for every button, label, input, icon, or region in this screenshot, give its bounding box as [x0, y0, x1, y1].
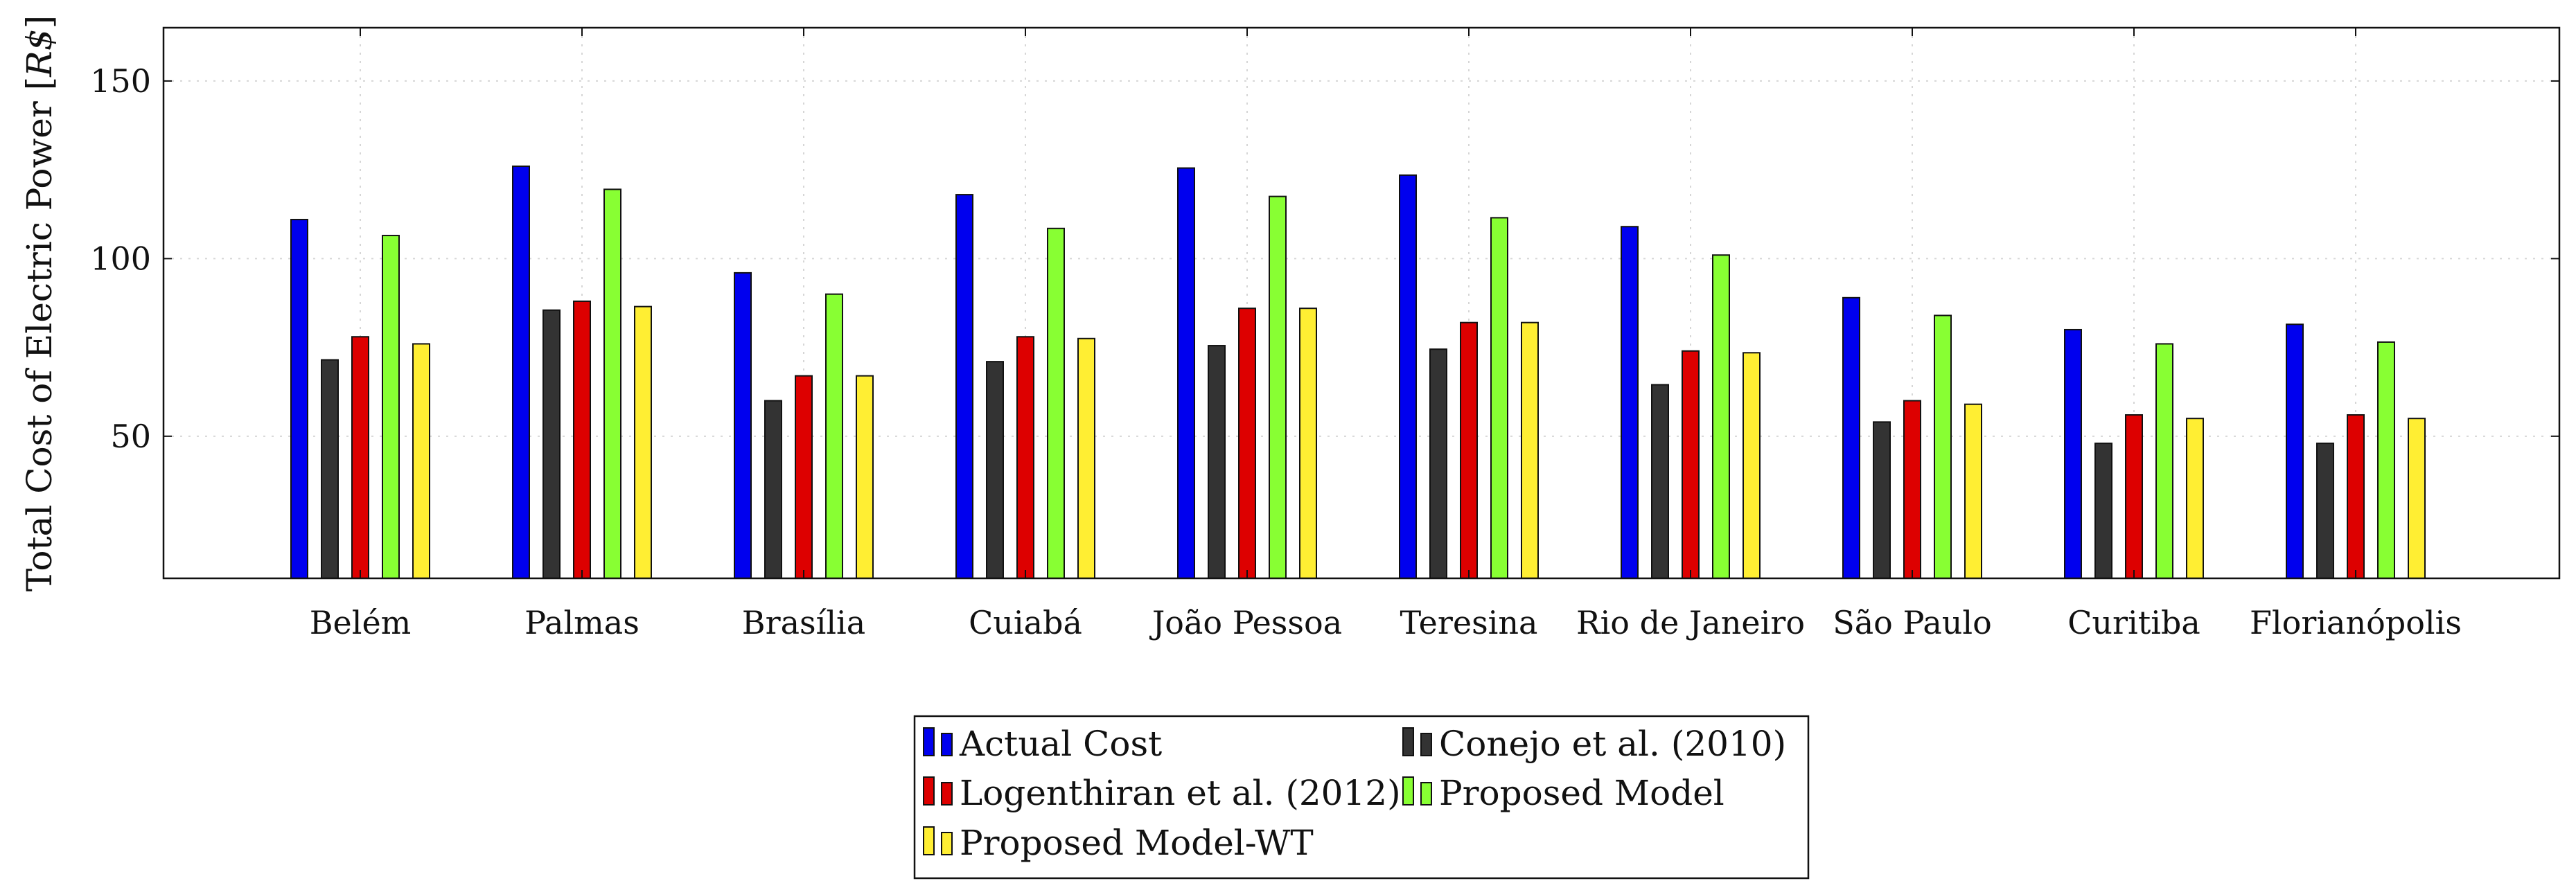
legend-swatch-small	[1420, 733, 1432, 756]
bar-proposed-model	[1934, 314, 1952, 579]
legend-swatch	[923, 727, 935, 756]
legend-swatch	[923, 826, 935, 855]
bar-proposed-model-wt	[412, 343, 430, 579]
y-axis-label: Total Cost of Electric Power [R$]	[19, 15, 60, 591]
legend: Actual Cost Conejo et al. (2010) Logenthir…	[913, 715, 1810, 880]
x-tick-label: Brasília	[742, 604, 865, 641]
bar-proposed-model	[382, 235, 400, 579]
bar-logenthiran-et-al-2012	[1016, 336, 1034, 579]
bars-layer	[290, 166, 2426, 580]
bar-logenthiran-et-al-2012	[1238, 308, 1256, 579]
bar-actual-cost	[1399, 174, 1417, 579]
x-tick-label: Palmas	[524, 604, 639, 641]
bar-logenthiran-et-al-2012	[2347, 414, 2365, 579]
bar-conejo-et-al-2010	[1429, 348, 1447, 579]
legend-box	[913, 715, 1810, 880]
bar-conejo-et-al-2010	[1651, 384, 1669, 579]
y-axis-label-text: Total Cost of Electric Power	[19, 101, 60, 591]
ticks-layer: Belém Palmas Brasília Cuiabá João Pessoa Tere…	[90, 28, 2559, 641]
legend-label: Actual Cost	[959, 724, 1162, 764]
legend-item: Logenthiran et al. (2012)	[923, 773, 1401, 813]
legend-swatch-small	[941, 832, 953, 855]
legend-item: Actual Cost	[923, 724, 1162, 764]
plot-frame	[162, 26, 2561, 580]
bar-logenthiran-et-al-2012	[1460, 321, 1478, 579]
bar-actual-cost	[1177, 167, 1195, 579]
bar-actual-cost	[1842, 296, 1860, 579]
x-tick-label: Rio de Janeiro	[1576, 604, 1805, 641]
bar-proposed-model-wt	[1964, 403, 1982, 580]
bar-proposed-model	[2155, 343, 2173, 579]
bar-proposed-model	[1047, 227, 1065, 579]
bar-proposed-model-wt	[856, 375, 874, 579]
bar-proposed-model	[1712, 254, 1730, 579]
legend-item: Conejo et al. (2010)	[1402, 724, 1786, 764]
bar-proposed-model-wt	[634, 305, 652, 579]
x-tick-label: Cuiabá	[969, 604, 1082, 641]
bar-conejo-et-al-2010	[1208, 345, 1226, 579]
x-tick-label: Belém	[310, 604, 412, 641]
legend-swatch	[1402, 727, 1414, 756]
legend-label: Proposed Model-WT	[960, 823, 1314, 863]
bar-actual-cost	[290, 218, 308, 580]
y-axis-unit: R$	[19, 28, 60, 77]
legend-label: Conejo et al. (2010)	[1439, 724, 1786, 764]
bar-conejo-et-al-2010	[764, 400, 782, 579]
bar-proposed-model-wt	[2186, 418, 2204, 579]
bar-proposed-model	[825, 293, 843, 579]
legend-item: Proposed Model-WT	[923, 823, 1314, 863]
legend-swatch-small	[1420, 782, 1432, 806]
bar-proposed-model	[1269, 195, 1287, 579]
legend-label: Proposed Model	[1439, 773, 1724, 813]
x-tick-label: São Paulo	[1833, 604, 1992, 641]
bar-logenthiran-et-al-2012	[1903, 400, 1921, 579]
bar-conejo-et-al-2010	[2316, 443, 2334, 580]
bar-conejo-et-al-2010	[542, 309, 561, 579]
bar-actual-cost	[512, 166, 530, 579]
bar-conejo-et-al-2010	[986, 361, 1004, 579]
bar-proposed-model	[2377, 341, 2395, 579]
legend-swatch-small	[941, 733, 953, 756]
grid-layer	[164, 28, 2559, 578]
bar-actual-cost	[2064, 328, 2082, 579]
x-tick-label: Florianópolis	[2250, 604, 2462, 641]
bar-actual-cost	[734, 272, 752, 579]
bar-logenthiran-et-al-2012	[1682, 350, 1700, 579]
x-tick-label: Curitiba	[2067, 604, 2200, 641]
legend-item: Proposed Model	[1402, 773, 1724, 813]
bar-proposed-model	[603, 188, 621, 579]
bar-proposed-model-wt	[1521, 321, 1539, 579]
legend-label: Logenthiran et al. (2012)	[960, 773, 1401, 813]
x-tick-label: João Pessoa	[1149, 604, 1342, 641]
x-tick-label: Teresina	[1400, 604, 1538, 641]
y-tick-label: 100	[90, 240, 151, 277]
bar-proposed-model-wt	[2408, 418, 2426, 579]
bar-actual-cost	[2286, 323, 2304, 579]
bar-proposed-model-wt	[1077, 337, 1095, 579]
bar-logenthiran-et-al-2012	[573, 300, 591, 579]
bar-actual-cost	[1621, 226, 1639, 579]
svg-text:Total Cost of Electric Power [: Total Cost of Electric Power [R$]	[19, 15, 60, 591]
bar-proposed-model-wt	[1299, 308, 1317, 579]
bar-conejo-et-al-2010	[1873, 421, 1891, 579]
bar-actual-cost	[955, 194, 973, 579]
y-tick-label: 150	[90, 62, 151, 100]
bar-logenthiran-et-al-2012	[795, 375, 813, 579]
bar-conejo-et-al-2010	[321, 359, 339, 579]
legend-swatch-small	[941, 782, 953, 806]
bar-proposed-model-wt	[1743, 352, 1761, 579]
legend-swatch	[1402, 776, 1414, 806]
y-tick-label: 50	[110, 418, 151, 455]
bar-conejo-et-al-2010	[2094, 443, 2112, 580]
legend-swatch	[923, 776, 935, 806]
bar-proposed-model	[1490, 217, 1508, 580]
bar-logenthiran-et-al-2012	[351, 336, 369, 579]
bar-logenthiran-et-al-2012	[2125, 414, 2143, 579]
